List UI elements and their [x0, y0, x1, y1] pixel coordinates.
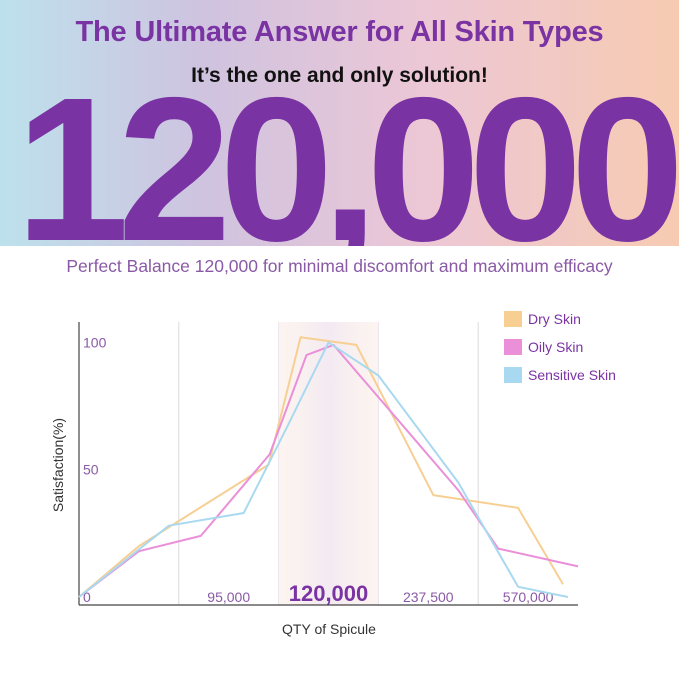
satisfaction-chart: 50 100 0 95,000 120,000 237,500 570,000 Dry Sk… — [50, 311, 616, 637]
x-tick-label: 0 — [83, 589, 91, 605]
x-tick-label: 237,500 — [403, 589, 454, 605]
legend-swatch — [504, 311, 522, 327]
legend-label: Dry Skin — [528, 311, 581, 327]
y-tick-label: 50 — [83, 462, 99, 478]
page-subtitle: It’s the one and only solution! — [191, 64, 488, 87]
y-axis-label: Satisfaction(%) — [50, 418, 66, 512]
big-number: 120,000 — [15, 55, 679, 246]
y-tick-label: 100 — [83, 334, 107, 350]
x-tick-label: 570,000 — [503, 589, 554, 605]
header-banner: The Ultimate Answer for All Skin Types I… — [0, 0, 679, 246]
tagline: Perfect Balance 120,000 for minimal disc… — [66, 256, 613, 276]
highlight-band — [278, 322, 379, 605]
x-axis-label: QTY of Spicule — [282, 621, 376, 637]
legend-label: Sensitive Skin — [528, 367, 616, 383]
x-tick-label: 95,000 — [207, 589, 250, 605]
legend-swatch — [504, 339, 522, 355]
x-tick-label: 120,000 — [289, 581, 369, 606]
legend-label: Oily Skin — [528, 339, 583, 355]
legend-swatch — [504, 367, 522, 383]
series-line-sensitive-skin — [78, 341, 569, 598]
page-title: The Ultimate Answer for All Skin Types — [75, 16, 604, 48]
